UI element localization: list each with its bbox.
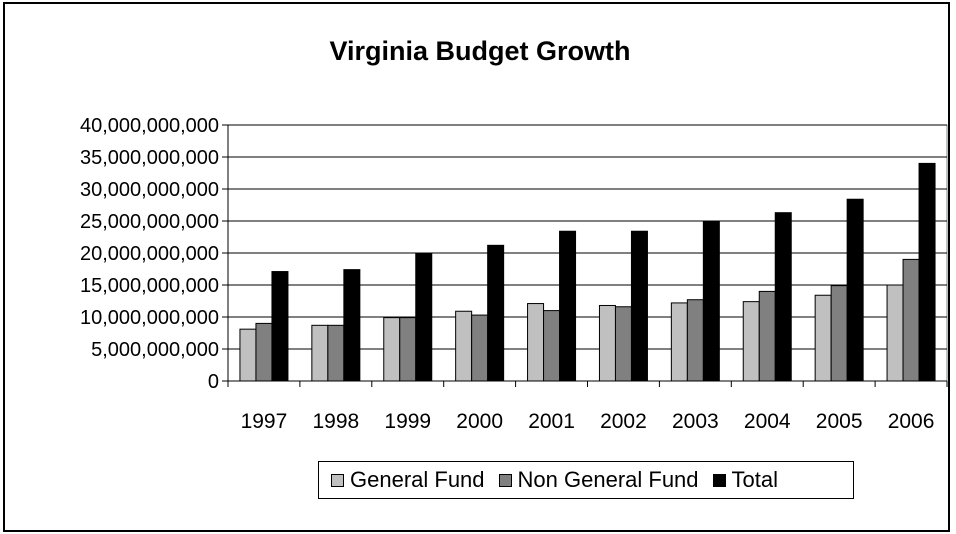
y-tick-label: 30,000,000,000 — [80, 179, 219, 201]
axes — [227, 125, 948, 387]
bar-non-general-fund-2004 — [758, 290, 776, 382]
bar-general-fund-1998 — [311, 324, 329, 382]
bar-general-fund-2000 — [455, 310, 473, 382]
bar-total-2002 — [630, 230, 648, 382]
x-tick-label: 2005 — [816, 410, 863, 433]
x-tick-label: 1999 — [384, 410, 431, 433]
bar-general-fund-2002 — [598, 304, 616, 382]
bar-general-fund-2004 — [742, 301, 760, 382]
bar-general-fund-1999 — [383, 317, 401, 382]
x-tick-label: 2002 — [600, 410, 647, 433]
bar-total-2001 — [559, 230, 577, 382]
bar-non-general-fund-1997 — [255, 322, 273, 382]
legend-label-non-general-fund: Non General Fund — [517, 467, 699, 492]
bar-total-1997 — [271, 271, 289, 382]
x-tick-labels: 1997 1998 1999 2000 2001 2002 2003 2004 2005 2006 — [241, 410, 935, 433]
x-tick-label: 2001 — [528, 410, 575, 433]
x-tick-label: 2004 — [744, 410, 791, 433]
y-tick-label: 25,000,000,000 — [80, 211, 219, 233]
y-tick-label: 40,000,000,000 — [80, 115, 219, 137]
bar-non-general-fund-2006 — [902, 258, 920, 382]
bar-total-2000 — [487, 244, 505, 382]
legend-swatch-general-fund — [331, 473, 344, 487]
x-tick-label: 1998 — [312, 410, 359, 433]
y-tick-labels: 0 5,000,000,000 10,000,000,000 15,000,000,0… — [80, 115, 219, 393]
chart-area: Virginia Budget Growth 0 5,000,000,000 10,… — [3, 2, 950, 532]
y-tick-label: 10,000,000,000 — [80, 307, 219, 329]
x-tick-label: 2006 — [888, 410, 935, 433]
y-tick-label: 20,000,000,000 — [80, 243, 219, 265]
legend-label-general-fund: General Fund — [350, 467, 485, 492]
bar-non-general-fund-2003 — [686, 299, 704, 382]
bar-total-1999 — [415, 253, 433, 382]
y-tick-label: 15,000,000,000 — [80, 275, 219, 297]
y-tick-label: 5,000,000,000 — [91, 339, 219, 361]
x-tick-label: 2003 — [672, 410, 719, 433]
legend: General Fund Non General Fund Total — [318, 461, 854, 499]
bar-total-1998 — [343, 269, 361, 382]
bar-general-fund-2006 — [886, 284, 904, 382]
legend-label-total: Total — [731, 467, 779, 492]
bar-non-general-fund-2001 — [543, 310, 561, 382]
x-tick-label: 2000 — [456, 410, 503, 433]
legend-item-general-fund: General Fund — [331, 467, 485, 493]
bar-general-fund-2001 — [527, 303, 545, 382]
bar-non-general-fund-2000 — [471, 314, 489, 382]
y-tick-label: 0 — [208, 371, 219, 393]
chart-svg: Virginia Budget Growth 0 5,000,000,000 10,… — [80, 36, 948, 433]
bar-general-fund-2005 — [814, 294, 832, 382]
legend-item-total: Total — [712, 467, 779, 493]
y-tick-label: 35,000,000,000 — [80, 147, 219, 169]
bar-general-fund-2003 — [670, 302, 688, 382]
bar-total-2006 — [918, 162, 936, 382]
bar-total-2003 — [702, 220, 720, 382]
bar-non-general-fund-1999 — [399, 317, 417, 382]
bars — [239, 162, 936, 382]
x-tick-label: 1997 — [241, 410, 288, 433]
bar-non-general-fund-2002 — [614, 306, 632, 382]
legend-item-non-general-fund: Non General Fund — [498, 467, 699, 493]
legend-swatch-total — [712, 473, 726, 487]
bar-non-general-fund-1998 — [327, 324, 345, 382]
chart-title: Virginia Budget Growth — [329, 36, 630, 66]
bar-total-2005 — [846, 198, 864, 382]
legend-swatch-non-general-fund — [498, 473, 512, 487]
bar-general-fund-1997 — [239, 328, 257, 382]
bar-non-general-fund-2005 — [830, 285, 848, 382]
bar-total-2004 — [774, 212, 792, 382]
